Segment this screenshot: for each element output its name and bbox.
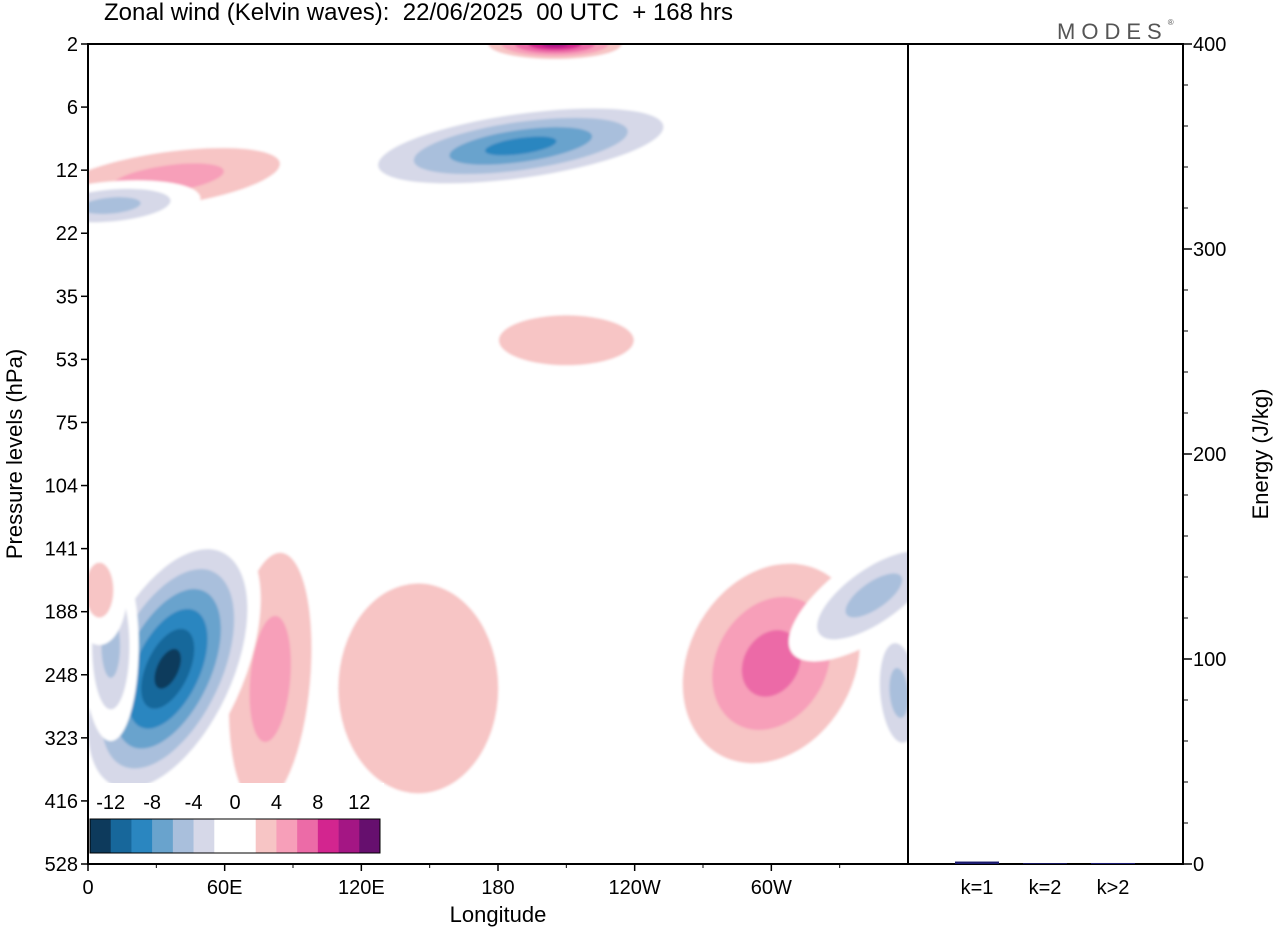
energy-category-label: k=2 — [1029, 877, 1062, 899]
energy-axis-label: Energy (J/kg) — [1248, 389, 1273, 520]
contour-band — [845, 573, 903, 618]
x-tick-label: 60E — [207, 877, 243, 899]
y-tick-label: 188 — [45, 602, 78, 624]
y-tick-label: 22 — [56, 223, 78, 245]
energy-frame — [907, 43, 1184, 865]
energy-panel: 0 100 200 300 400 k=1 k=2 k>2 Energy (J/kg) — [907, 34, 1273, 899]
colorbar-swatch — [214, 819, 236, 853]
energy-tick-label: 200 — [1193, 444, 1226, 466]
energy-category-label: k=1 — [961, 877, 994, 899]
y-tick-label: 53 — [56, 349, 78, 371]
y-tick-label: 6 — [67, 97, 78, 119]
contour-band — [249, 615, 291, 743]
y-axis: 2 6 12 22 35 53 75 104 141 188 248 323 416 528 — [45, 34, 88, 876]
colorbar-swatch — [255, 819, 277, 853]
colorbar-swatch — [152, 819, 174, 853]
registered-mark-icon: ® — [1167, 18, 1174, 27]
colorbar-label: 8 — [312, 792, 323, 814]
colorbar-swatch — [235, 819, 257, 853]
x-axis: 0 60E 120E 180 120W 60W — [82, 864, 841, 899]
contour-band — [154, 648, 181, 689]
colorbar-swatch — [297, 819, 319, 853]
colorbar-swatch — [338, 819, 360, 853]
energy-bars — [955, 861, 1135, 864]
modes-logo: MODES® — [1057, 10, 1174, 45]
x-tick-label: 120E — [338, 877, 385, 899]
colorbar-label: -8 — [143, 792, 161, 814]
y-axis-label: Pressure levels (hPa) — [2, 349, 27, 559]
colorbar-swatch — [317, 819, 339, 853]
y-tick-label: 2 — [67, 34, 78, 56]
y-tick-label: 104 — [45, 476, 78, 498]
x-tick-label: 60W — [751, 877, 792, 899]
energy-category-label: k>2 — [1097, 877, 1130, 899]
colorbar-swatch — [172, 819, 194, 853]
x-axis-label: Longitude — [450, 902, 547, 927]
contour-band — [88, 197, 141, 214]
y-tick-label: 35 — [56, 286, 78, 308]
y-tick-label: 12 — [56, 160, 78, 182]
energy-y-axis: 0 100 200 300 400 — [1183, 34, 1226, 876]
contour-band — [889, 668, 908, 718]
contour-band — [741, 630, 801, 697]
x-tick-label: 120W — [609, 877, 661, 899]
y-tick-label: 528 — [45, 854, 78, 876]
energy-tick-label: 400 — [1193, 34, 1226, 56]
colorbar-label: 12 — [348, 792, 370, 814]
colorbar-swatch — [193, 819, 215, 853]
energy-tick-label: 300 — [1193, 239, 1226, 261]
colorbar-frame — [89, 818, 381, 854]
colorbar-label: 0 — [229, 792, 240, 814]
colorbar: -12 -8 -4 0 4 8 12 — [86, 783, 384, 859]
colorbar-swatch — [110, 819, 132, 853]
x-tick-label: 180 — [481, 877, 514, 899]
colorbar-swatch — [276, 819, 298, 853]
energy-tick-label: 100 — [1193, 649, 1226, 671]
colorbar-label: -12 — [96, 792, 125, 814]
contour-field — [88, 44, 908, 864]
chart-title: Zonal wind (Kelvin waves): 22/06/2025 00… — [104, 0, 733, 26]
x-tick-label: 0 — [82, 877, 93, 899]
y-tick-label: 75 — [56, 412, 78, 434]
energy-bar — [955, 861, 999, 864]
energy-bar — [1091, 862, 1135, 864]
y-tick-label: 141 — [45, 539, 78, 561]
energy-x-axis: k=1 k=2 k>2 — [961, 877, 1130, 899]
colorbar-label: -4 — [185, 792, 203, 814]
y-tick-label: 248 — [45, 665, 78, 687]
colorbar-swatch — [359, 819, 381, 853]
y-tick-label: 416 — [45, 791, 78, 813]
y-tick-label: 323 — [45, 728, 78, 750]
contour-band — [338, 583, 499, 794]
contour-band — [485, 136, 557, 156]
colorbar-swatch — [90, 819, 112, 853]
contour-band — [88, 562, 114, 618]
contour-band — [498, 315, 634, 366]
energy-tick-label: 0 — [1193, 854, 1204, 876]
brand-text: MODES — [1057, 19, 1168, 44]
colorbar-swatch — [131, 819, 153, 853]
colorbar-label: 4 — [271, 792, 282, 814]
heatmap-panel: -12 -8 -4 0 4 8 12 0 60E 120E 180 120W 60W 2 6 12 22 35… — [2, 34, 909, 927]
energy-bar — [1023, 863, 1067, 864]
